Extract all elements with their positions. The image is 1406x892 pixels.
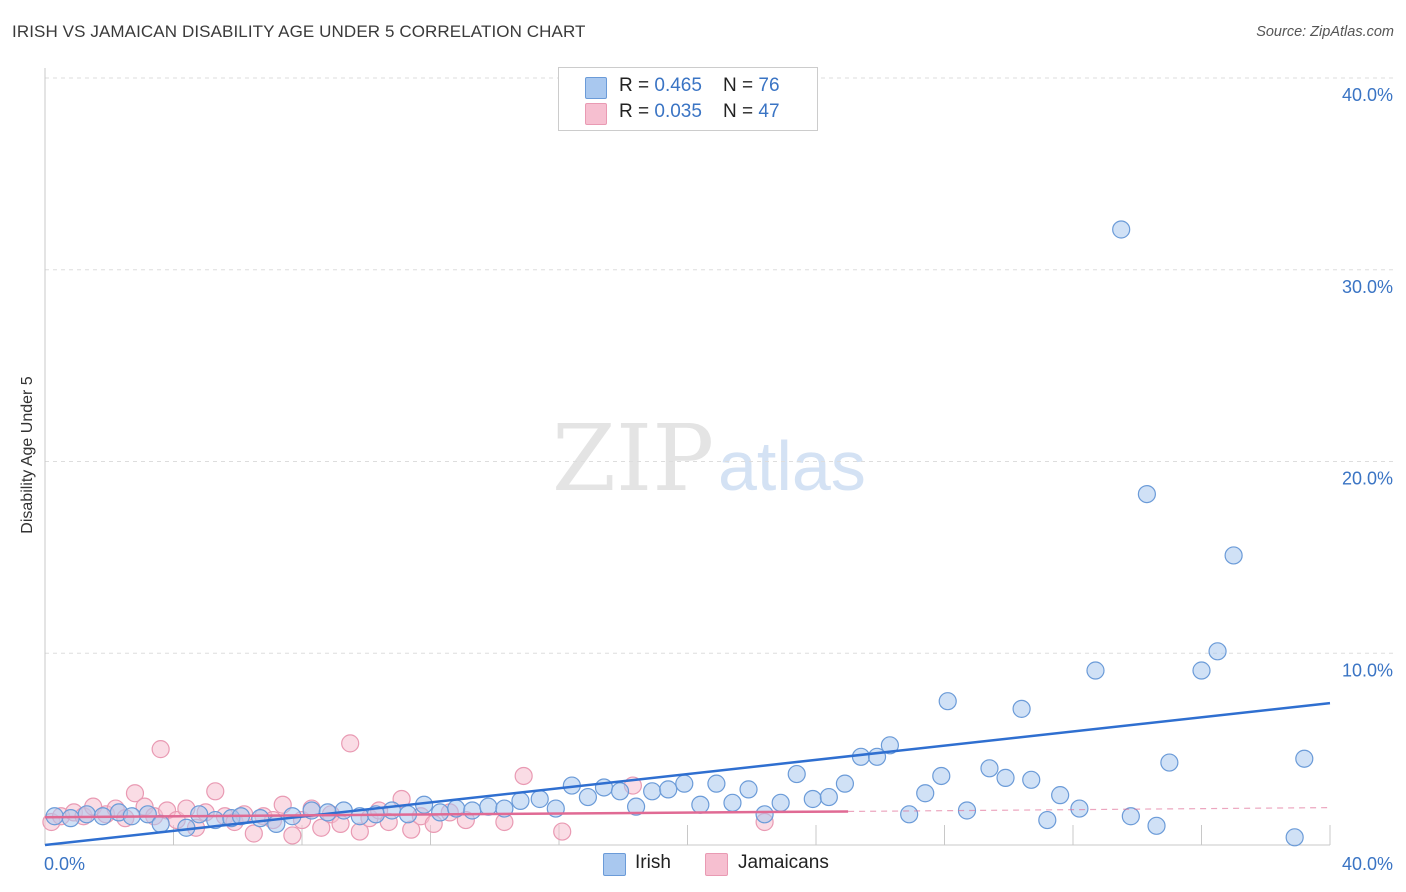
- data-point-irish: [803, 789, 822, 809]
- data-point-irish: [787, 764, 806, 784]
- trendline-irish: [44, 701, 1331, 847]
- data-point-irish: [431, 803, 450, 822]
- data-point-jamaicans: [151, 740, 170, 759]
- data-point-jamaicans: [312, 818, 331, 837]
- data-point-jamaicans: [125, 784, 145, 803]
- data-point-irish: [916, 784, 935, 803]
- legend-swatch-irish: [585, 77, 607, 99]
- data-point-irish: [1137, 484, 1156, 504]
- data-point-jamaicans: [341, 734, 360, 753]
- data-point-irish: [251, 809, 270, 828]
- y-tick-label: 10.0%: [1342, 660, 1393, 680]
- source-label: Source: ZipAtlas.com: [1256, 24, 1394, 40]
- data-point-jamaicans: [206, 782, 225, 801]
- data-point-irish: [1051, 786, 1070, 805]
- x-tick-label: 0.0%: [44, 854, 85, 874]
- data-point-irish: [675, 774, 694, 793]
- legend-text-irish: R = 0.465 N = 76: [619, 75, 780, 96]
- data-point-irish: [1121, 807, 1140, 826]
- data-point-jamaicans: [244, 824, 263, 843]
- data-point-jamaicans: [283, 826, 302, 845]
- data-point-irish: [1038, 810, 1057, 830]
- legend-n-jamaicans: 47: [758, 101, 780, 122]
- data-point-irish: [880, 736, 899, 755]
- data-point-irish: [1147, 816, 1166, 835]
- trendline-jamaicans-extension: [848, 807, 1331, 813]
- y-tick-label: 20.0%: [1342, 469, 1393, 489]
- chart-title: IRISH VS JAMAICAN DISABILITY AGE UNDER 5…: [12, 22, 586, 41]
- y-tick-label: 40.0%: [1342, 85, 1393, 105]
- data-point-irish: [900, 805, 919, 824]
- data-point-irish: [723, 793, 742, 812]
- data-point-irish: [1112, 220, 1131, 239]
- bottom-legend-label-irish: Irish: [635, 852, 671, 873]
- data-point-irish: [659, 780, 678, 799]
- bottom-legend-label-jamaicans: Jamaicans: [738, 852, 829, 873]
- trendline-jamaicans: [44, 810, 849, 819]
- data-point-irish: [1208, 642, 1227, 661]
- data-point-irish: [190, 805, 209, 824]
- data-point-irish: [77, 805, 96, 824]
- data-point-irish: [479, 797, 498, 816]
- data-point-irish: [980, 759, 999, 778]
- watermark-atlas: atlas: [718, 427, 866, 505]
- data-point-jamaicans: [553, 822, 572, 841]
- data-point-irish: [932, 766, 951, 786]
- legend-r-jamaicans: 0.035: [654, 101, 702, 122]
- data-point-irish: [938, 692, 957, 711]
- data-point-irish: [1285, 828, 1304, 847]
- data-point-irish: [1160, 753, 1179, 772]
- data-point-irish: [463, 801, 482, 820]
- data-point-jamaicans: [514, 766, 533, 786]
- legend-r-irish: 0.465: [654, 75, 702, 96]
- data-point-irish: [1224, 546, 1243, 565]
- data-point-irish: [151, 814, 170, 834]
- x-tick-label: 40.0%: [1342, 854, 1393, 874]
- data-point-irish: [819, 787, 838, 807]
- legend-swatch-jamaicans: [585, 103, 607, 125]
- data-point-irish: [382, 801, 402, 820]
- data-point-irish: [1012, 699, 1031, 718]
- legend: R = 0.465 N = 76 R = 0.035 N = 47: [558, 67, 818, 131]
- data-point-irish: [643, 782, 662, 801]
- data-point-irish: [138, 805, 157, 824]
- data-point-irish: [610, 782, 630, 801]
- data-point-irish: [771, 793, 790, 812]
- data-point-irish: [1192, 661, 1211, 680]
- watermark: ZIP atlas: [552, 405, 866, 512]
- bottom-legend-jamaicans: Jamaicans: [705, 851, 865, 877]
- data-point-irish: [530, 789, 549, 809]
- data-point-irish: [1086, 661, 1105, 680]
- data-point-irish: [755, 805, 774, 824]
- y-tick-label: 30.0%: [1342, 277, 1393, 297]
- data-point-irish: [626, 797, 646, 816]
- data-point-irish: [691, 795, 710, 814]
- data-point-irish: [996, 768, 1015, 787]
- bottom-legend-swatch-jamaicans: [705, 853, 728, 876]
- data-point-irish: [1022, 770, 1041, 789]
- bottom-legend-swatch-irish: [603, 853, 626, 876]
- watermark-zip: ZIP: [552, 405, 714, 512]
- data-point-irish: [1295, 749, 1314, 768]
- legend-n-irish: 76: [758, 75, 780, 96]
- data-point-irish: [707, 774, 726, 793]
- legend-text-jamaicans: R = 0.035 N = 47: [619, 101, 780, 122]
- data-point-irish: [511, 791, 530, 810]
- data-point-irish: [578, 787, 598, 807]
- data-point-irish: [739, 780, 758, 799]
- data-point-irish: [1070, 799, 1089, 818]
- data-point-irish: [835, 774, 855, 793]
- bottom-legend-irish: Irish: [603, 851, 723, 877]
